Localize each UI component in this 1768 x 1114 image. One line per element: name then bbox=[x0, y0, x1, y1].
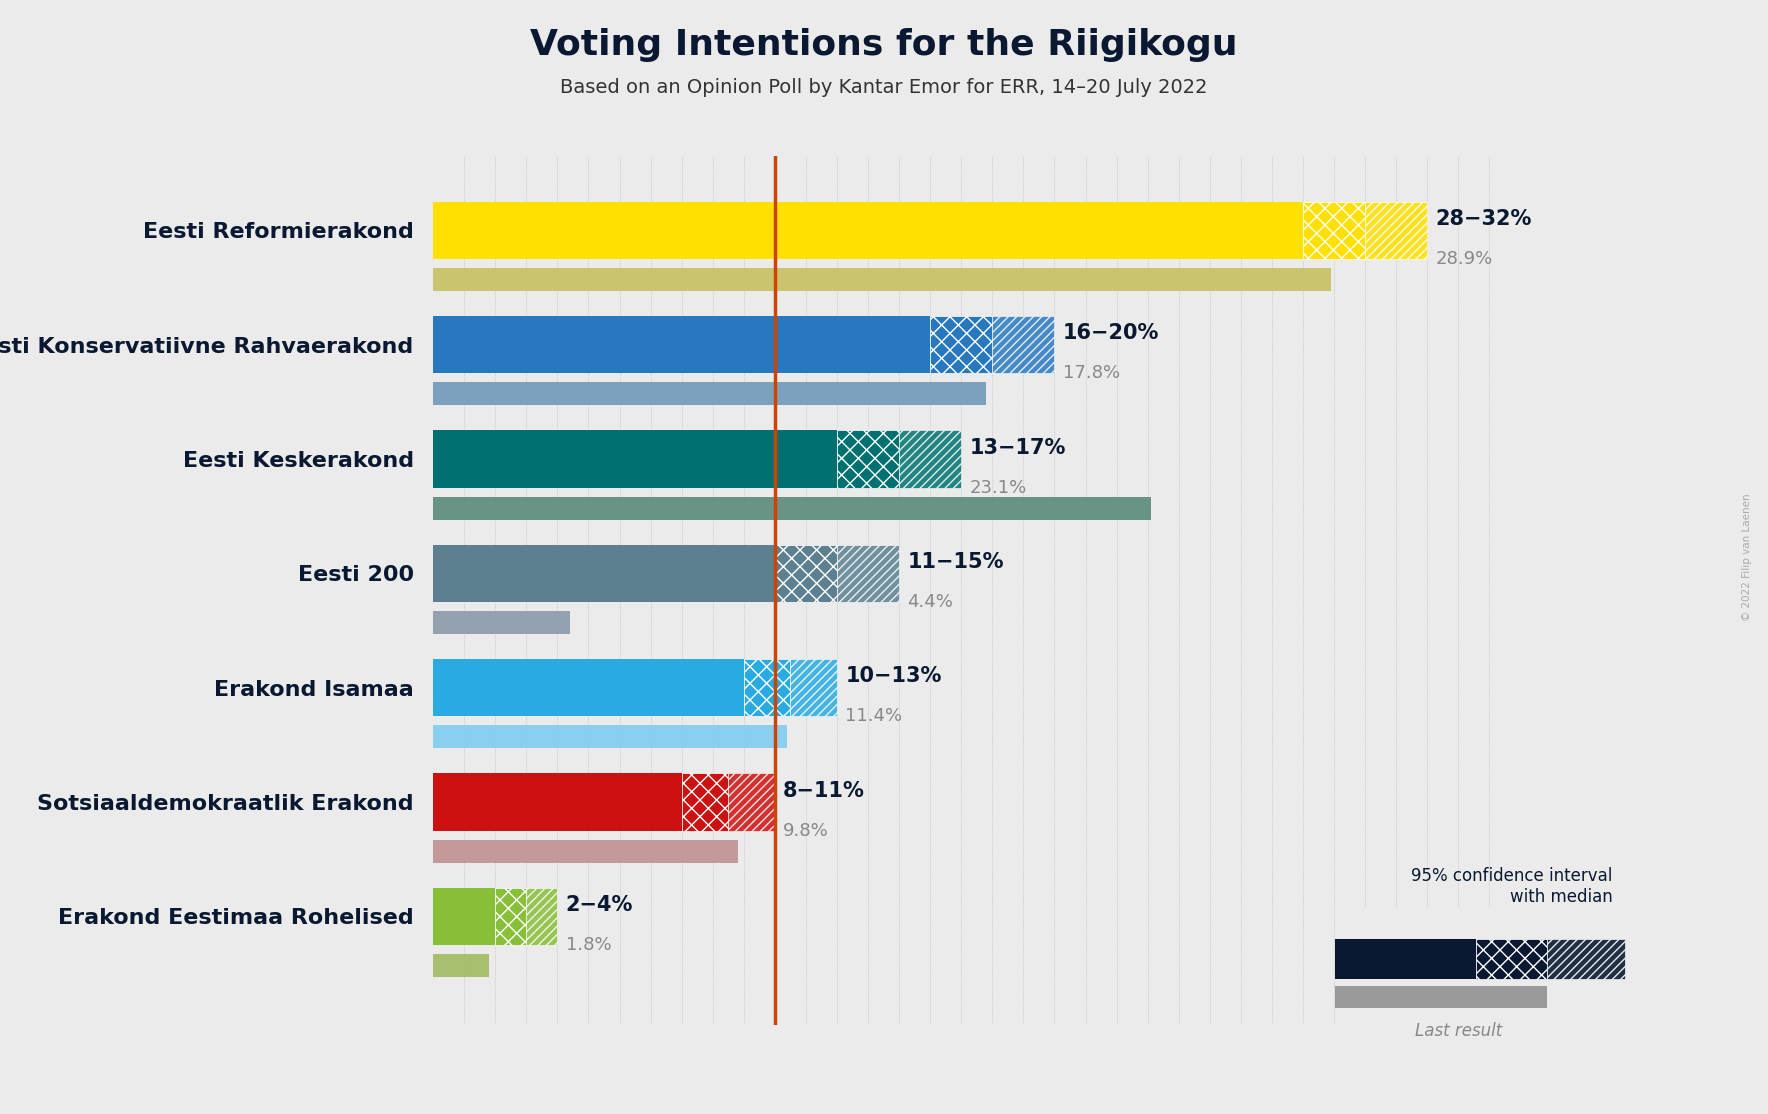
Bar bbox=[433, 888, 495, 945]
Text: 9.8%: 9.8% bbox=[783, 821, 829, 840]
Bar bbox=[1476, 939, 1547, 979]
Bar bbox=[992, 316, 1054, 373]
Bar bbox=[1303, 202, 1365, 258]
Bar bbox=[527, 888, 557, 945]
Bar bbox=[728, 773, 774, 831]
Bar bbox=[433, 840, 737, 862]
Bar bbox=[433, 545, 774, 602]
Bar bbox=[900, 430, 962, 488]
Bar bbox=[1547, 939, 1625, 979]
Bar bbox=[1335, 986, 1547, 1008]
Text: 1.8%: 1.8% bbox=[566, 936, 612, 954]
Text: 2−4%: 2−4% bbox=[566, 895, 633, 915]
Bar bbox=[1335, 939, 1476, 979]
Text: 11.4%: 11.4% bbox=[845, 707, 902, 725]
Bar bbox=[433, 725, 787, 749]
Bar bbox=[433, 316, 930, 373]
Text: 23.1%: 23.1% bbox=[969, 479, 1027, 497]
Bar bbox=[433, 610, 569, 634]
Bar bbox=[433, 430, 836, 488]
Text: 95% confidence interval
with median: 95% confidence interval with median bbox=[1411, 867, 1612, 906]
Text: 13−17%: 13−17% bbox=[969, 438, 1066, 458]
Bar bbox=[433, 659, 744, 716]
Bar bbox=[433, 202, 1303, 258]
Text: © 2022 Filip van Laenen: © 2022 Filip van Laenen bbox=[1741, 494, 1752, 620]
Bar bbox=[433, 268, 1331, 291]
Bar bbox=[836, 545, 900, 602]
Bar bbox=[774, 545, 836, 602]
Bar bbox=[433, 382, 987, 405]
Bar bbox=[930, 316, 992, 373]
Text: 11−15%: 11−15% bbox=[907, 551, 1004, 571]
Bar bbox=[836, 430, 900, 488]
Text: 17.8%: 17.8% bbox=[1063, 364, 1119, 382]
Bar bbox=[1365, 202, 1427, 258]
Text: 4.4%: 4.4% bbox=[907, 593, 953, 610]
Bar bbox=[433, 497, 1151, 519]
Text: Based on an Opinion Poll by Kantar Emor for ERR, 14–20 July 2022: Based on an Opinion Poll by Kantar Emor … bbox=[560, 78, 1208, 97]
Bar bbox=[790, 659, 836, 716]
Bar bbox=[682, 773, 728, 831]
Text: 16−20%: 16−20% bbox=[1063, 323, 1160, 343]
Text: 8−11%: 8−11% bbox=[783, 781, 865, 801]
Bar bbox=[495, 888, 527, 945]
Bar bbox=[744, 659, 790, 716]
Text: 28−32%: 28−32% bbox=[1436, 208, 1533, 228]
Text: Voting Intentions for the Riigikogu: Voting Intentions for the Riigikogu bbox=[530, 28, 1238, 62]
Text: 10−13%: 10−13% bbox=[845, 666, 942, 686]
Text: 28.9%: 28.9% bbox=[1436, 250, 1492, 267]
Text: Last result: Last result bbox=[1414, 1022, 1503, 1039]
Bar bbox=[433, 773, 682, 831]
Bar bbox=[433, 954, 490, 977]
